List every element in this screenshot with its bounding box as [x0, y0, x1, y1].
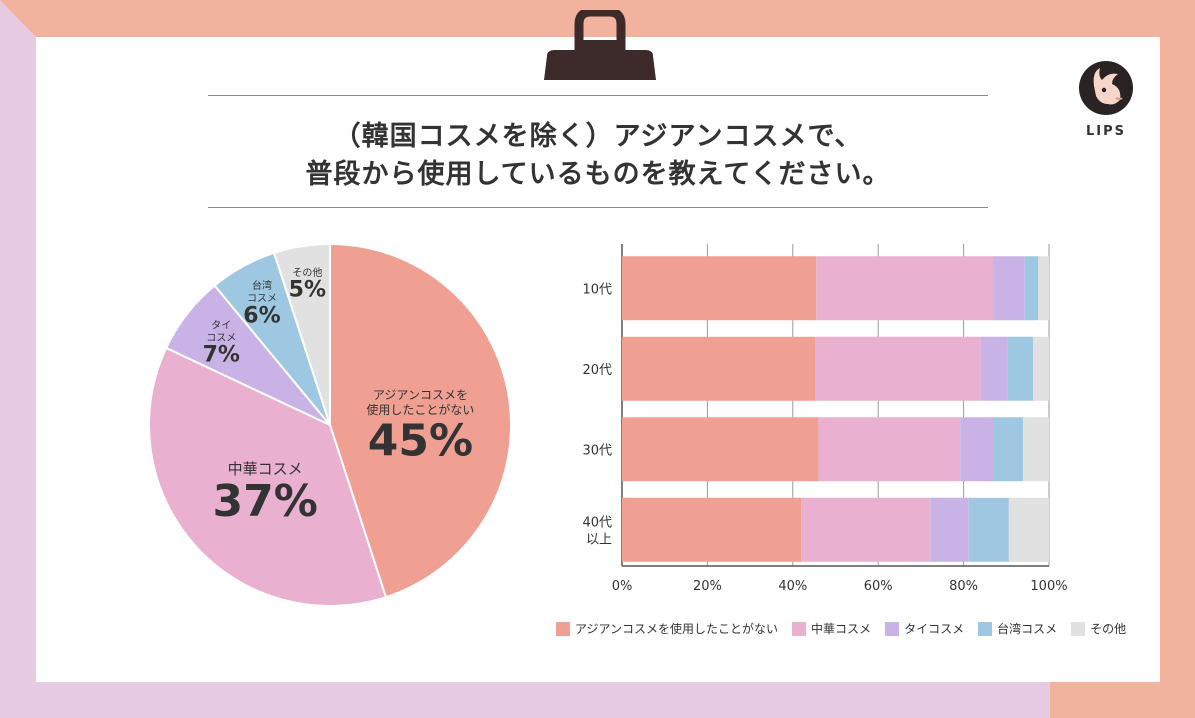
x-tick-label: 40%	[778, 579, 807, 594]
pie-slice-label: アジアンコスメを	[373, 388, 468, 402]
pie-slice-value: 37%	[213, 476, 318, 527]
legend-swatch	[885, 621, 900, 636]
legend-label: タイコスメ	[904, 622, 965, 636]
pie-slice-label: 中華コスメ	[228, 460, 303, 478]
bar-segment	[993, 256, 1025, 321]
legend-item: アジアンコスメを使用したことがない	[556, 620, 778, 637]
pie-slice-label: その他	[292, 266, 322, 279]
legend-swatch	[556, 621, 570, 636]
page-title-line-2: 普段から使用しているものを教えてください。	[305, 159, 891, 190]
x-tick-label: 0%	[612, 579, 633, 594]
bar-segment	[1038, 256, 1049, 321]
bar-segment	[622, 417, 819, 482]
legend-label: 台湾コスメ	[997, 622, 1058, 636]
y-category-label: 30代	[582, 443, 612, 458]
y-category-label: 10代	[582, 282, 612, 297]
bar-segment	[815, 336, 981, 401]
bar-segment	[993, 417, 1023, 482]
x-tick-label: 20%	[693, 579, 722, 594]
bar-segment	[980, 336, 1008, 401]
pie-chart: アジアンコスメを使用したことがない45%中華コスメ37%タイコスメ7%台湾コスメ…	[148, 242, 512, 607]
x-tick-label: 100%	[1030, 579, 1067, 594]
y-category-label: 20代	[582, 363, 612, 378]
title-bottom-rule	[208, 207, 988, 208]
bar-segment	[1022, 417, 1049, 482]
bar-segment	[622, 497, 802, 562]
bar-segment	[930, 497, 969, 562]
pie-slice-1	[329, 242, 512, 599]
legend-swatch	[792, 621, 807, 636]
legend-label: 中華コスメ	[811, 622, 872, 636]
pie-slice-5	[272, 242, 331, 426]
pie-slice-label: コスメ	[206, 333, 236, 344]
pie-slice-label: タイ	[211, 319, 231, 331]
pie-slice-value: 7%	[203, 343, 240, 368]
pie-slice-value: 45%	[368, 416, 473, 467]
bar-segment	[622, 336, 816, 401]
x-tick-label: 80%	[949, 579, 978, 594]
deer-logo-icon	[1079, 61, 1133, 115]
legend-swatch	[1071, 621, 1086, 636]
bar-segment	[1033, 336, 1049, 401]
bar-segment	[1008, 497, 1049, 562]
pie-slice-value: 5%	[289, 278, 326, 303]
bar-segment	[622, 256, 817, 321]
legend-label: アジアンコスメを使用したことがない	[575, 622, 779, 636]
legend-label: その他	[1090, 622, 1127, 636]
legend-item: その他	[1071, 620, 1126, 637]
pie-slice-label: 台湾	[252, 279, 272, 292]
bar-segment	[960, 417, 994, 482]
pie-slice-2	[148, 346, 388, 607]
pie-slice-label: 使用したことがない	[366, 402, 474, 417]
y-category-label: 以上	[586, 532, 612, 547]
legend-swatch	[978, 621, 993, 636]
bar-segment	[968, 497, 1009, 562]
lips-logo: LIPS	[1078, 60, 1134, 139]
legend-item: 台湾コスメ	[978, 620, 1057, 637]
bar-segment	[1007, 336, 1034, 401]
bar-segment	[818, 417, 961, 482]
chart-legend: アジアンコスメを使用したことがない 中華コスメ タイコスメ 台湾コスメ その他	[556, 620, 1126, 637]
clip-icon	[544, 10, 656, 80]
logo-text: LIPS	[1085, 124, 1126, 139]
page-title-line-1: （韓国コスメを除く）アジアンコスメで、	[333, 121, 863, 152]
legend-item: 中華コスメ	[792, 620, 871, 637]
bar-segment	[816, 256, 994, 321]
title-top-rule	[208, 95, 988, 96]
bar-segment	[801, 497, 931, 562]
legend-item: タイコスメ	[885, 620, 964, 637]
pie-slice-value: 6%	[243, 303, 280, 328]
bar-segment	[1024, 256, 1039, 321]
y-category-label: 40代	[582, 515, 612, 530]
x-tick-label: 60%	[864, 579, 893, 594]
pie-slice-label: コスメ	[247, 293, 277, 304]
